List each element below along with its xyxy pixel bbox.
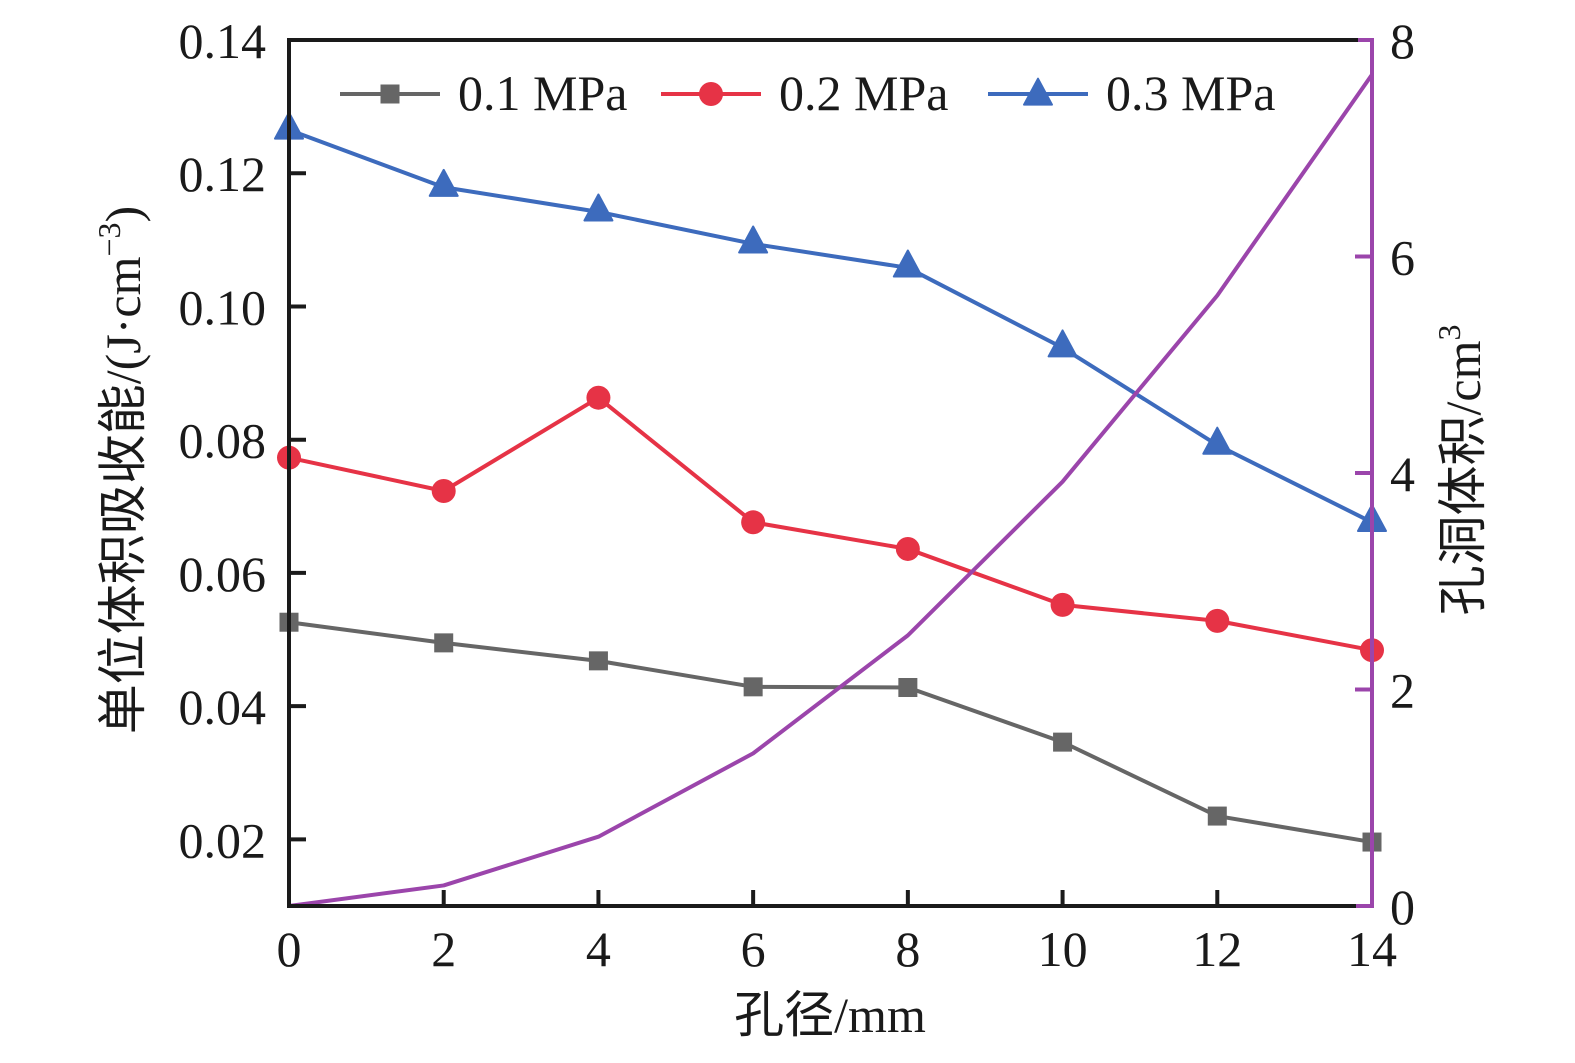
legend-item: 0.3 MPa xyxy=(988,65,1275,121)
legend-marker-circle xyxy=(699,82,723,106)
x-tick-label: 4 xyxy=(586,921,611,977)
data-point-circle xyxy=(895,536,920,561)
legend-item: 0.1 MPa xyxy=(340,65,627,121)
series-0.2-mpa xyxy=(277,385,1384,663)
y2-tick-label: 4 xyxy=(1390,446,1415,502)
data-point-circle xyxy=(741,510,766,535)
data-point-triangle xyxy=(892,249,923,278)
series-line xyxy=(288,395,1373,653)
data-point-square xyxy=(1207,806,1227,826)
data-point-square xyxy=(1053,732,1073,752)
y2-axis-title-main: 孔洞体积/cm xyxy=(1435,340,1491,615)
y-tick-label: 0.02 xyxy=(179,812,267,868)
series-0.3-mpa xyxy=(274,111,1387,532)
y-tick-label: 0.08 xyxy=(179,413,267,469)
y-axis-title-main: 单位体积吸收能/(J·cm xyxy=(95,256,151,734)
y-tick-label: 0.06 xyxy=(179,546,267,602)
data-point-triangle xyxy=(428,168,459,197)
data-point-circle xyxy=(1050,592,1075,617)
legend-label: 0.2 MPa xyxy=(779,65,948,121)
ticks-layer: 0 2 4 6 8 10 12 14 0.02 0.04 0.06 0.08 0.10 0.12 0.14 0… xyxy=(179,13,1416,977)
x-tick-label: 2 xyxy=(431,921,456,977)
x-tick-label: 0 xyxy=(277,921,302,977)
legend: 0.1 MPa 0.2 MPa 0.3 MPa xyxy=(340,65,1275,121)
data-point-triangle xyxy=(738,225,769,254)
y-tick-label: 0.10 xyxy=(179,279,267,335)
data-point-circle xyxy=(1205,608,1230,633)
data-point-triangle xyxy=(583,193,614,222)
series-line xyxy=(288,620,1373,845)
y-tick-label: 0.04 xyxy=(179,679,267,735)
series-layer xyxy=(274,73,1387,908)
data-point-triangle xyxy=(1047,329,1078,358)
axes-layer xyxy=(287,38,1374,908)
x-tick-label: 12 xyxy=(1192,921,1242,977)
y-axis-title-tail: ) xyxy=(95,206,151,223)
legend-label: 0.3 MPa xyxy=(1106,65,1275,121)
series-line xyxy=(288,128,1373,525)
y2-tick-label: 0 xyxy=(1390,879,1415,935)
legend-marker-triangle xyxy=(1023,77,1053,106)
data-point-square xyxy=(743,677,763,697)
series-line xyxy=(288,73,1374,908)
y2-tick-label: 2 xyxy=(1390,663,1415,719)
y-tick-label: 0.12 xyxy=(179,146,267,202)
data-point-circle xyxy=(431,478,456,503)
data-point-square xyxy=(588,651,608,671)
x-tick-label: 6 xyxy=(741,921,766,977)
legend-item: 0.2 MPa xyxy=(661,65,948,121)
x-tick-label: 10 xyxy=(1038,921,1088,977)
series-0.1-mpa xyxy=(279,612,1382,852)
x-tick-label: 8 xyxy=(895,921,920,977)
legend-marker-square xyxy=(380,84,400,104)
x-axis-title: 孔径/mm xyxy=(734,987,926,1043)
data-point-triangle xyxy=(1202,426,1233,455)
y-tick-label: 0.14 xyxy=(179,13,267,69)
y2-axis-title-sup: 3 xyxy=(1431,325,1467,341)
data-point-circle xyxy=(586,385,611,410)
y2-tick-label: 8 xyxy=(1390,13,1415,69)
y2-tick-label: 6 xyxy=(1390,230,1415,286)
y-axis-title: 单位体积吸收能/(J·cm−3) xyxy=(91,206,151,734)
y-axis-title-sup: −3 xyxy=(91,222,127,256)
data-point-square xyxy=(898,678,918,698)
legend-label: 0.1 MPa xyxy=(458,65,627,121)
x-tick-label: 14 xyxy=(1347,921,1397,977)
series-孔洞体积 xyxy=(288,73,1374,908)
y2-axis-title: 孔洞体积/cm3 xyxy=(1431,325,1491,616)
data-point-square xyxy=(434,633,454,653)
